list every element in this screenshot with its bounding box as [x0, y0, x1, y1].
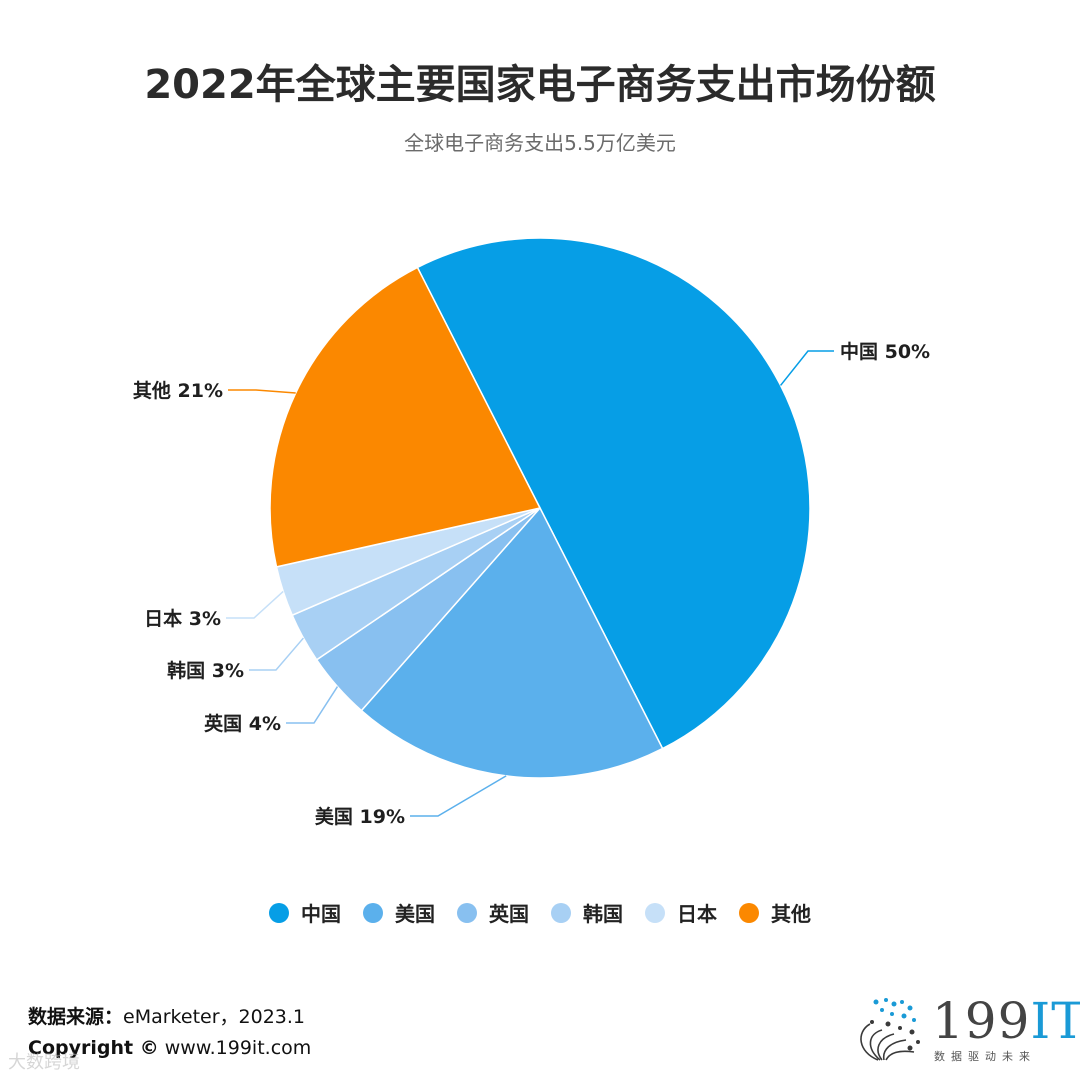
leader-line — [226, 590, 284, 619]
legend-item: 韩国 — [551, 898, 623, 927]
legend-dot — [363, 902, 383, 923]
legend-dot — [269, 902, 289, 923]
legend-label: 其他 — [771, 902, 811, 926]
watermark: 大数跨境 — [8, 1052, 80, 1073]
legend-dot — [457, 902, 477, 923]
source-label: 数据来源： — [28, 1006, 124, 1028]
legend-item: 日本 — [645, 898, 717, 927]
legend-label: 日本 — [677, 902, 717, 926]
legend-label: 韩国 — [583, 902, 623, 926]
legend-label: 中国 — [301, 902, 341, 926]
legend-dot — [645, 902, 665, 923]
source-value: eMarketer，2023.1 — [123, 1006, 306, 1028]
pie-slice — [416, 237, 811, 750]
leader-line — [779, 350, 834, 386]
data-label: 韩国 3% — [167, 659, 244, 682]
data-source: 数据来源：eMarketer，2023.1 — [28, 1002, 305, 1029]
data-label: 其他 21% — [133, 379, 223, 402]
data-label: 英国 4% — [204, 712, 281, 735]
leader-line — [228, 389, 296, 394]
pie-slice — [269, 266, 542, 568]
brand-logo: 199IT 数据驱动未来 — [848, 992, 1080, 1072]
legend-label: 美国 — [395, 902, 435, 926]
copyright: Copyright © www.199it.com — [28, 1037, 311, 1059]
legend-label: 英国 — [489, 902, 529, 926]
chart-title: 2022年全球主要国家电子商务支出市场份额 — [144, 62, 936, 108]
data-label: 日本 3% — [144, 607, 221, 630]
legend-item: 美国 — [363, 898, 435, 927]
logo-icon — [860, 998, 920, 1061]
legend-item: 中国 — [269, 898, 341, 927]
leader-line — [410, 775, 507, 817]
legend-item: 英国 — [457, 898, 529, 927]
legend-dot — [551, 902, 571, 923]
legend-item: 其他 — [739, 898, 811, 927]
chart-subtitle: 全球电子商务支出5.5万亿美元 — [404, 131, 676, 155]
logo-wordmark: 199IT — [932, 992, 1080, 1050]
data-label: 中国 50% — [840, 340, 930, 363]
data-label: 美国 19% — [315, 805, 405, 828]
copyright-url: www.199it.com — [158, 1037, 312, 1059]
leader-line — [286, 686, 339, 724]
logo-slogan: 数据驱动未来 — [934, 1050, 1036, 1063]
legend-dot — [739, 902, 759, 923]
leader-line — [249, 637, 304, 671]
legend: 中国 美国 英国 韩国 日本 其他 — [0, 898, 1080, 927]
copyright-label: Copyright © — [28, 1037, 159, 1059]
